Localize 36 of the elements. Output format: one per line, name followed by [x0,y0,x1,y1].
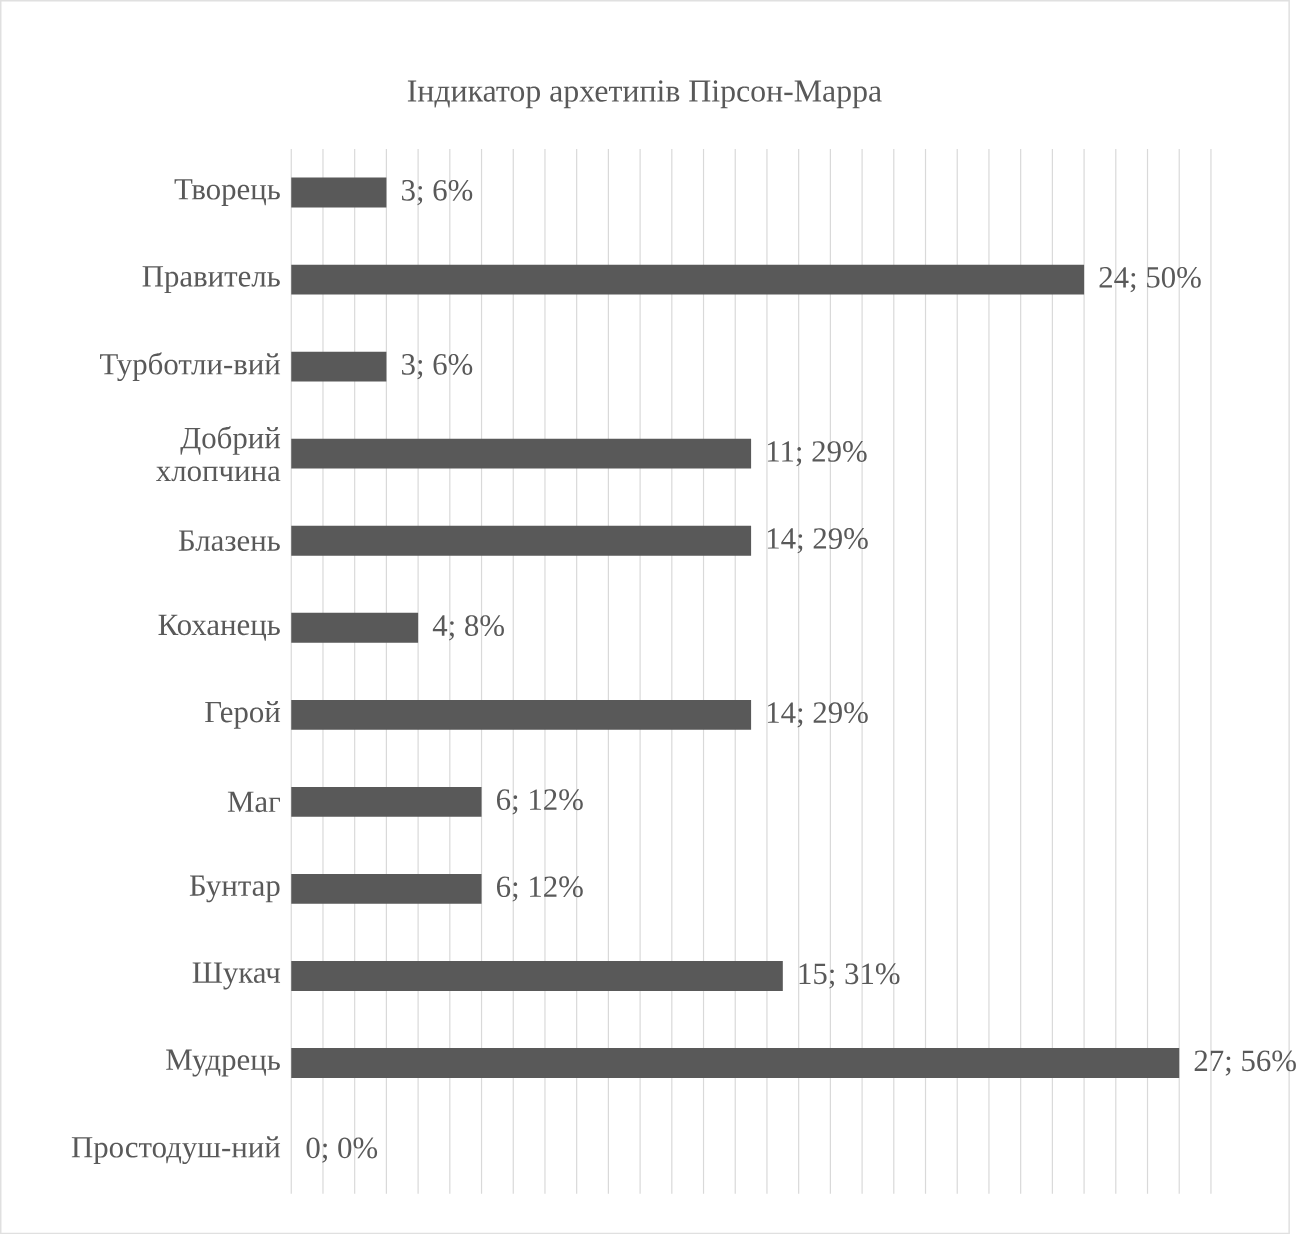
data-label: 14; 29% [767,528,868,554]
y-tick-label: Герой [205,700,281,729]
data-label: 27; 56% [1194,1050,1296,1076]
chart-title: Індикатор архетипів Пірсон-Марра [407,80,882,109]
y-tick-label: Шукач [192,962,281,990]
bar [291,960,783,991]
data-label: 24; 50% [1099,266,1201,293]
data-label: 3; 6% [402,179,473,206]
data-label: 14; 29% [767,702,868,728]
y-tick-label: Маг [227,791,280,813]
data-label: 6; 12% [496,789,583,815]
y-tick-label: Правитель [142,266,280,293]
y-tick-label: Добрий хлопчина [156,425,281,482]
bar [291,264,1085,295]
y-tick-label: Мудрець [166,1049,280,1077]
data-label: 6; 12% [496,876,583,902]
data-label: 15; 31% [799,963,900,989]
bar [291,525,752,556]
bar [291,873,482,904]
data-label: 11; 29% [767,440,867,467]
bar [291,1048,1180,1078]
y-tick-label: Творець [174,179,280,206]
data-label: 0; 0% [306,1137,378,1163]
bar [291,177,387,208]
bar [291,438,752,469]
bar [291,786,482,817]
y-tick-label: Коханець [158,614,280,641]
y-tick-label: Турботли-вий [100,352,281,381]
y-tick-label: Блазень [178,530,280,551]
bar [291,351,387,382]
bar [291,612,419,643]
y-tick-label: Бунтар [189,875,280,903]
data-label: 3; 6% [402,353,473,380]
bar [291,699,752,730]
data-label: 4; 8% [432,615,504,641]
y-tick-label: Простодуш-ний [71,1136,281,1164]
